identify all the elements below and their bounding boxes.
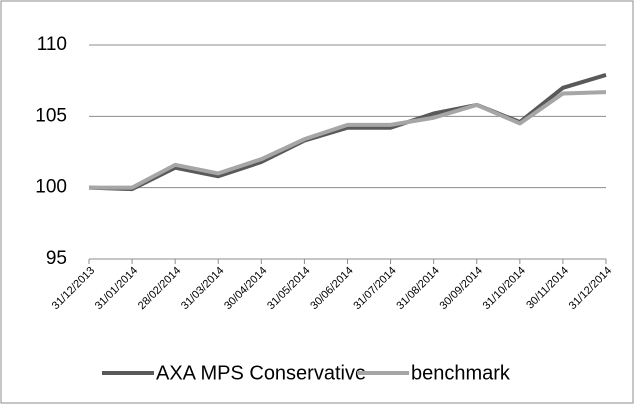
legend-label: AXA MPS Conservative (156, 362, 366, 384)
y-tick-label: 100 (35, 177, 67, 198)
y-tick-label: 110 (37, 34, 67, 55)
legend-label: benchmark (411, 362, 511, 384)
y-tick-label: 105 (35, 105, 67, 126)
y-tick-label: 95 (46, 248, 67, 269)
series-line (89, 90, 607, 190)
